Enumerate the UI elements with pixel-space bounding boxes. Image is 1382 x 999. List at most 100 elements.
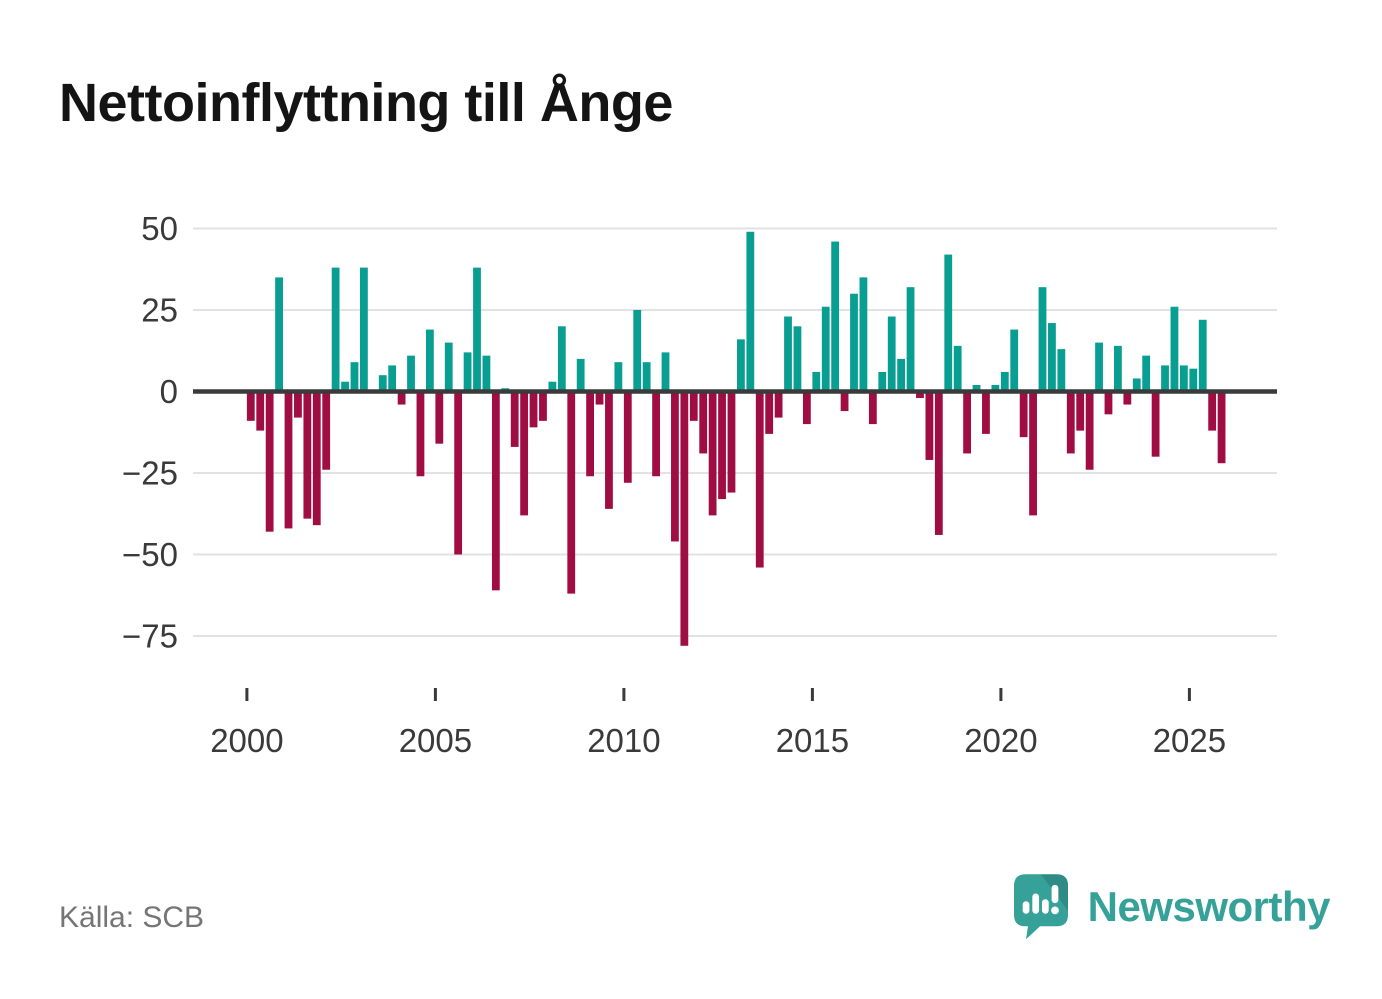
bar-2007-q3 — [529, 391, 538, 428]
y-axis-label: 50 — [141, 210, 178, 247]
bar-2009-q2 — [595, 391, 604, 405]
mini-bar-chart-icon — [1022, 884, 1059, 915]
bar-2024-q4 — [1179, 365, 1188, 392]
bar-2016-q2 — [859, 277, 868, 392]
bar-2006-q1 — [473, 267, 481, 392]
brand-wordmark: Newsworthy — [1087, 883, 1331, 930]
bar-2019-q2 — [972, 384, 981, 392]
bar-2025-q3 — [1208, 391, 1217, 431]
bar-2008-q3 — [567, 391, 576, 594]
x-axis-label: 2020 — [964, 722, 1037, 759]
bar-2002-q4 — [350, 362, 359, 392]
bar-2013-q1 — [737, 339, 745, 392]
bar-2011-q3 — [680, 391, 689, 646]
bar-2025-q2 — [1198, 319, 1207, 392]
bar-2024-q2 — [1161, 365, 1169, 392]
source-label: Källa: SCB — [59, 901, 205, 934]
x-axis-label: 2000 — [210, 722, 283, 759]
bar-2001-q3 — [303, 391, 312, 519]
bar-2020-q3 — [1019, 391, 1028, 438]
bar-2023-q4 — [1142, 355, 1151, 392]
bar-2016-q3 — [868, 391, 877, 425]
bar-2005-q4 — [463, 352, 472, 392]
bar-2022-q2 — [1085, 391, 1094, 470]
bar-2007-q1 — [510, 391, 519, 447]
bar-2004-q1 — [397, 391, 406, 405]
bar-2003-q4 — [388, 365, 397, 392]
bar-2024-q3 — [1170, 306, 1179, 392]
newsworthy-logo-icon — [1013, 874, 1068, 940]
bar-2000-q2 — [256, 391, 265, 431]
bar-2021-q2 — [1048, 323, 1056, 392]
bar-2017-q3 — [906, 287, 915, 392]
bar-2020-q1 — [1000, 371, 1009, 392]
bar-2008-q2 — [557, 326, 566, 392]
bar-2014-q2 — [784, 316, 792, 392]
bar-2015-q3 — [831, 241, 840, 392]
x-axis-label: 2015 — [776, 722, 849, 759]
bar-2019-q1 — [963, 391, 971, 454]
bar-2012-q4 — [727, 391, 736, 493]
bar-2018-q2 — [934, 391, 943, 535]
bar-2007-q4 — [539, 391, 547, 421]
bar-2004-q2 — [407, 355, 415, 392]
bar-2002-q3 — [341, 381, 349, 392]
bar-2023-q3 — [1132, 378, 1141, 392]
x-axis-label: 2025 — [1153, 722, 1226, 759]
bar-2006-q3 — [491, 391, 500, 591]
bar-2011-q4 — [689, 391, 698, 421]
bar-2006-q2 — [482, 355, 491, 392]
bar-2001-q1 — [284, 391, 293, 529]
bar-2014-q4 — [802, 391, 811, 425]
bar-2022-q4 — [1104, 391, 1113, 415]
y-axis-label: −25 — [122, 455, 178, 492]
bar-2020-q4 — [1029, 391, 1037, 516]
bar-2024-q1 — [1151, 391, 1160, 457]
y-axis-label: 0 — [160, 373, 178, 410]
bar-2000-q4 — [275, 277, 283, 392]
bar-2014-q3 — [793, 326, 802, 392]
bar-2018-q3 — [944, 254, 953, 392]
y-axis-label: −75 — [122, 618, 178, 655]
bar-2009-q1 — [586, 391, 594, 477]
bar-2017-q2 — [897, 358, 906, 392]
bar-2015-q4 — [840, 391, 849, 412]
bar-2005-q1 — [435, 391, 444, 444]
bar-2020-q2 — [1010, 329, 1019, 392]
x-axis-label: 2010 — [587, 722, 660, 759]
bar-2001-q2 — [294, 391, 302, 418]
bar-2011-q1 — [661, 352, 670, 392]
bar-2000-q1 — [246, 391, 255, 421]
bar-2025-q4 — [1217, 391, 1226, 464]
bar-2012-q1 — [699, 391, 708, 454]
bar-2007-q2 — [520, 391, 529, 516]
newsworthy-logo: Newsworthy — [1013, 874, 1331, 940]
bar-2013-q4 — [765, 391, 774, 434]
bar-2022-q3 — [1095, 342, 1103, 392]
bar-2010-q2 — [633, 310, 642, 392]
bar-2017-q4 — [916, 391, 924, 399]
bar-2015-q1 — [812, 371, 821, 392]
bar-2010-q4 — [652, 391, 660, 477]
bar-2013-q3 — [755, 391, 764, 568]
bar-2016-q4 — [878, 371, 887, 392]
bar-2015-q2 — [821, 306, 830, 392]
bar-2014-q1 — [774, 391, 783, 418]
bar-2009-q4 — [614, 362, 623, 392]
bar-2004-q3 — [416, 391, 425, 477]
bar-2005-q2 — [444, 342, 453, 392]
bar-2023-q1 — [1114, 345, 1122, 392]
bar-2017-q1 — [887, 316, 896, 392]
bar-2008-q1 — [548, 381, 557, 392]
bar-2005-q3 — [454, 391, 463, 555]
bar-2016-q1 — [850, 293, 858, 392]
bar-2010-q1 — [623, 391, 632, 483]
bar-2008-q4 — [576, 358, 585, 392]
bar-2009-q3 — [605, 391, 613, 509]
bar-2003-q3 — [378, 375, 387, 392]
bar-2018-q1 — [925, 391, 934, 460]
bar-2003-q1 — [360, 267, 368, 392]
bar-2010-q3 — [642, 362, 651, 392]
bar-2021-q3 — [1057, 349, 1066, 392]
